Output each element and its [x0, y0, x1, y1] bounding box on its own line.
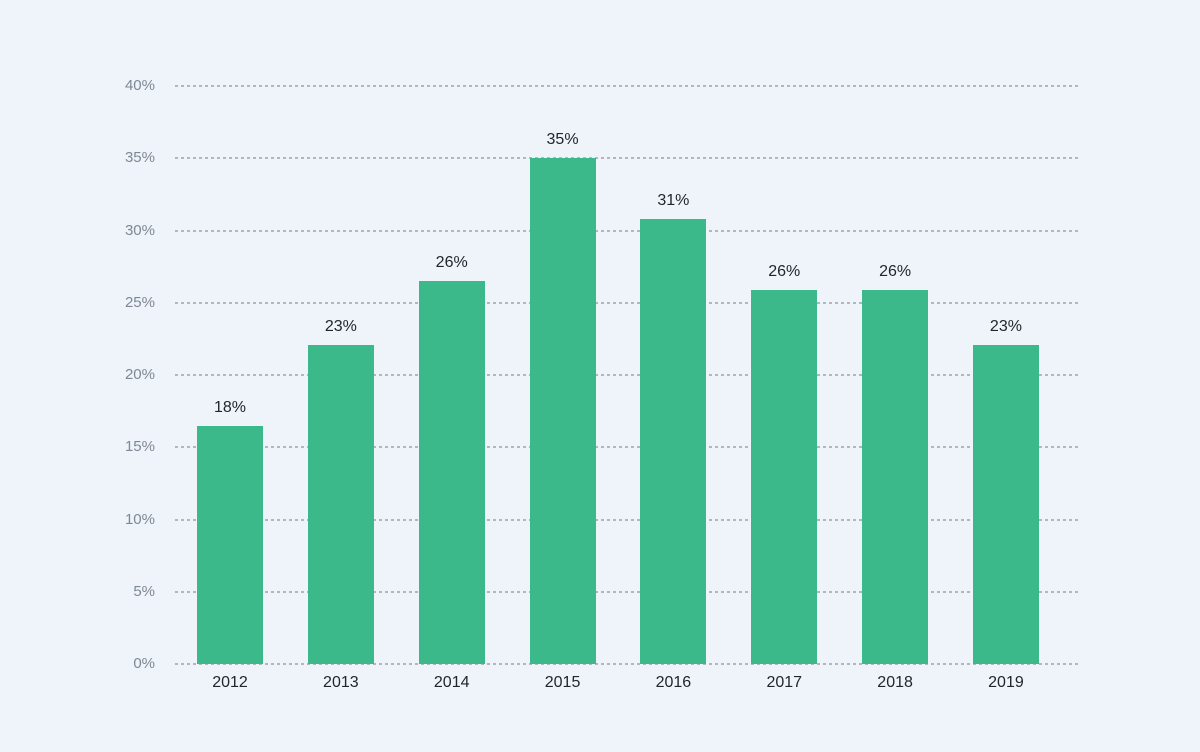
bar-2015: [529, 158, 596, 664]
gridline-25%: [175, 301, 1078, 304]
bar-value-label-2014: 26%: [435, 254, 468, 272]
y-axis-tick-label: 10%: [124, 510, 155, 528]
bar-2016: [640, 218, 707, 664]
gridline-10%: [175, 518, 1078, 521]
x-axis-tick-label-2017: 2017: [766, 674, 803, 691]
x-axis-tick-label-2013: 2013: [323, 674, 359, 691]
y-axis-tick-label: 15%: [124, 438, 155, 456]
y-axis-tick-label: 40%: [124, 77, 155, 94]
x-axis-tick-label-2016: 2016: [655, 674, 692, 691]
bar-2019: [972, 344, 1039, 664]
bar-2017: [751, 289, 818, 664]
gridline-15%: [175, 446, 1078, 449]
bar-value-label-2016: 31%: [657, 191, 690, 209]
gridline-35%: [175, 157, 1078, 160]
bar-2012: [197, 425, 263, 664]
gridline-40%: [175, 85, 1078, 87]
x-axis-tick-label-2019: 2019: [988, 674, 1024, 691]
x-axis-tick-label-2015: 2015: [544, 674, 581, 691]
gridline-20%: [175, 374, 1078, 376]
x-axis-tick-label-2012: 2012: [212, 674, 248, 691]
bar-2014: [418, 281, 485, 664]
bar-value-label-2012: 18%: [213, 398, 247, 416]
y-axis-tick-label: 25%: [124, 293, 155, 311]
bar-value-label-2019: 23%: [989, 317, 1022, 335]
y-axis-tick-label: 5%: [133, 582, 155, 600]
bar-value-label-2013: 23%: [324, 317, 357, 335]
y-axis-tick-label: 30%: [124, 221, 155, 239]
x-axis-tick-label-2014: 2014: [433, 674, 470, 691]
x-axis-tick-label-2018: 2018: [877, 674, 913, 691]
y-axis-tick-label: 0%: [133, 655, 155, 672]
bar-2013: [307, 344, 374, 664]
y-axis-tick-label: 20%: [124, 366, 155, 383]
gridline-5%: [175, 590, 1078, 593]
y-axis-tick-label: 35%: [124, 149, 155, 167]
gridline-0%: [175, 663, 1078, 665]
bar-value-label-2017: 26%: [768, 262, 801, 280]
bar-2018: [862, 289, 929, 664]
bar-value-label-2018: 26%: [879, 262, 912, 280]
gridline-30%: [175, 229, 1078, 232]
bar-value-label-2015: 35%: [546, 131, 579, 149]
